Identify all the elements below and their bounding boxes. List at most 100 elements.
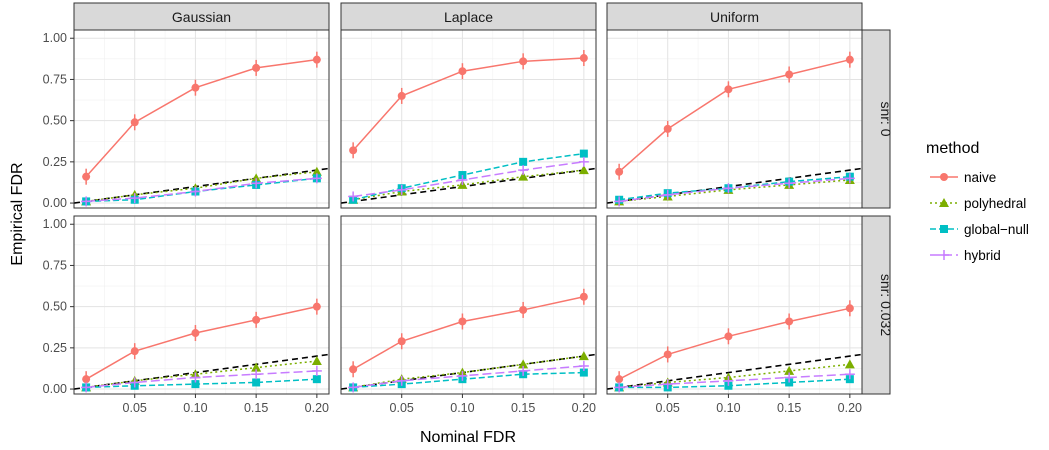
hybrid-point bbox=[518, 165, 529, 176]
polyhedral-point bbox=[311, 356, 322, 366]
polyhedral-point bbox=[784, 365, 795, 375]
naive-point bbox=[458, 317, 467, 326]
naive-point bbox=[397, 337, 406, 346]
panel-border bbox=[73, 215, 330, 395]
panel-laplace-row-2 bbox=[340, 215, 597, 395]
naive-point bbox=[191, 329, 200, 338]
x-tick-label: 0.20 bbox=[572, 401, 596, 415]
naive-point bbox=[785, 70, 794, 79]
naive-point bbox=[312, 55, 321, 64]
naive-point bbox=[615, 167, 624, 176]
naive-point bbox=[615, 375, 624, 384]
panel-background bbox=[341, 216, 596, 394]
legend-label-global-null: global−null bbox=[964, 222, 1029, 237]
legend-label-polyhedral: polyhedral bbox=[964, 196, 1026, 211]
legend-label-naive: naive bbox=[964, 170, 996, 185]
x-tick-label: 0.10 bbox=[450, 401, 474, 415]
legend-global-null-point bbox=[940, 225, 948, 233]
panel-background bbox=[607, 30, 862, 208]
strip-label: snr: 0 bbox=[878, 101, 894, 136]
panel-uniform-row-2 bbox=[606, 215, 863, 395]
hybrid-point bbox=[844, 173, 855, 184]
legend-hybrid-point bbox=[939, 250, 949, 260]
strip-background bbox=[861, 215, 891, 395]
global-null-point bbox=[579, 368, 588, 377]
polyhedral-point bbox=[251, 173, 262, 183]
polyhedral-line bbox=[619, 179, 850, 203]
x-tick-label: 0.05 bbox=[656, 401, 680, 415]
hybrid-point bbox=[348, 191, 359, 202]
polyhedral-point bbox=[578, 351, 589, 361]
hybrid-point bbox=[311, 173, 322, 184]
naive-point bbox=[519, 57, 528, 66]
legend-entry-global-null: global−null bbox=[930, 222, 1029, 237]
strip-label: Uniform bbox=[710, 9, 759, 25]
naive-point bbox=[82, 172, 91, 181]
hybrid-point bbox=[614, 196, 625, 207]
panel-background bbox=[341, 30, 596, 208]
polyhedral-point bbox=[844, 359, 855, 369]
naive-point bbox=[191, 83, 200, 92]
panel-background bbox=[74, 216, 329, 394]
naive-point bbox=[845, 55, 854, 64]
hybrid-point bbox=[784, 178, 795, 189]
x-tick-label: 0.20 bbox=[838, 401, 862, 415]
hybrid-point bbox=[844, 369, 855, 380]
hybrid-point bbox=[348, 382, 359, 393]
panel-border bbox=[340, 215, 597, 395]
hybrid-point bbox=[311, 365, 322, 376]
x-tick-label: 0.05 bbox=[123, 401, 147, 415]
hybrid-point bbox=[251, 178, 262, 189]
hybrid-point bbox=[662, 189, 673, 200]
hybrid-point bbox=[396, 184, 407, 195]
y-tick-label: 0.00 bbox=[43, 382, 67, 396]
polyhedral-point bbox=[518, 359, 529, 369]
strip-label: snr: 0.032 bbox=[878, 274, 894, 336]
legend-entry-hybrid: hybrid bbox=[930, 248, 1001, 263]
legend-polyhedral-point bbox=[939, 198, 949, 207]
column-strip-uniform: Uniform bbox=[606, 2, 863, 31]
x-tick-label: 0.15 bbox=[244, 401, 268, 415]
hybrid-point bbox=[457, 174, 468, 185]
hybrid-point bbox=[614, 382, 625, 393]
naive-point bbox=[663, 124, 672, 133]
hybrid-point bbox=[662, 379, 673, 390]
naive-point bbox=[252, 63, 261, 72]
panel-laplace-row-1 bbox=[340, 29, 597, 209]
reference-line bbox=[606, 353, 863, 390]
y-tick-label: 0.25 bbox=[43, 341, 67, 355]
x-tick-label: 0.15 bbox=[777, 401, 801, 415]
x-axis-title: Nominal FDR bbox=[420, 429, 516, 446]
hybrid-point bbox=[190, 372, 201, 383]
panel-gaussian-row-2 bbox=[73, 215, 330, 395]
naive-point bbox=[130, 347, 139, 356]
polyhedral-point bbox=[518, 171, 529, 181]
y-tick-label: 0.00 bbox=[43, 196, 67, 210]
legend-title: method bbox=[926, 140, 979, 157]
strip-background bbox=[73, 2, 330, 31]
hybrid-point bbox=[578, 156, 589, 167]
global-null-point bbox=[252, 378, 261, 387]
y-tick-label: 0.75 bbox=[43, 258, 67, 272]
polyhedral-point bbox=[251, 362, 262, 372]
legend-entry-naive: naive bbox=[930, 170, 996, 185]
hybrid-point bbox=[251, 369, 262, 380]
hybrid-point bbox=[457, 370, 468, 381]
global-null-point bbox=[312, 375, 321, 384]
panel-uniform-row-1 bbox=[606, 29, 863, 209]
hybrid-point bbox=[578, 360, 589, 371]
x-tick-label: 0.10 bbox=[716, 401, 740, 415]
hybrid-point bbox=[784, 372, 795, 383]
global-null-point bbox=[519, 157, 528, 166]
facet-panels bbox=[73, 29, 863, 395]
naive-point bbox=[724, 332, 733, 341]
y-tick-label: 0.25 bbox=[43, 155, 67, 169]
strip-label: Gaussian bbox=[172, 9, 231, 25]
y-tick-label: 1.00 bbox=[43, 31, 67, 45]
naive-point bbox=[82, 375, 91, 384]
hybrid-point bbox=[81, 196, 92, 207]
legend-entry-polyhedral: polyhedral bbox=[930, 196, 1026, 211]
strip-background bbox=[340, 2, 597, 31]
y-tick-label: 0.75 bbox=[43, 72, 67, 86]
